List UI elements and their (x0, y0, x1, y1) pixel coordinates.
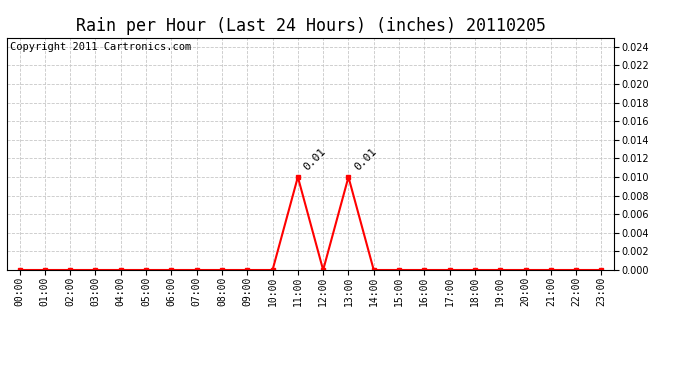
Text: 0.01: 0.01 (302, 146, 328, 172)
Text: 0.01: 0.01 (353, 146, 378, 172)
Title: Rain per Hour (Last 24 Hours) (inches) 20110205: Rain per Hour (Last 24 Hours) (inches) 2… (75, 16, 546, 34)
Text: Copyright 2011 Cartronics.com: Copyright 2011 Cartronics.com (10, 42, 191, 52)
